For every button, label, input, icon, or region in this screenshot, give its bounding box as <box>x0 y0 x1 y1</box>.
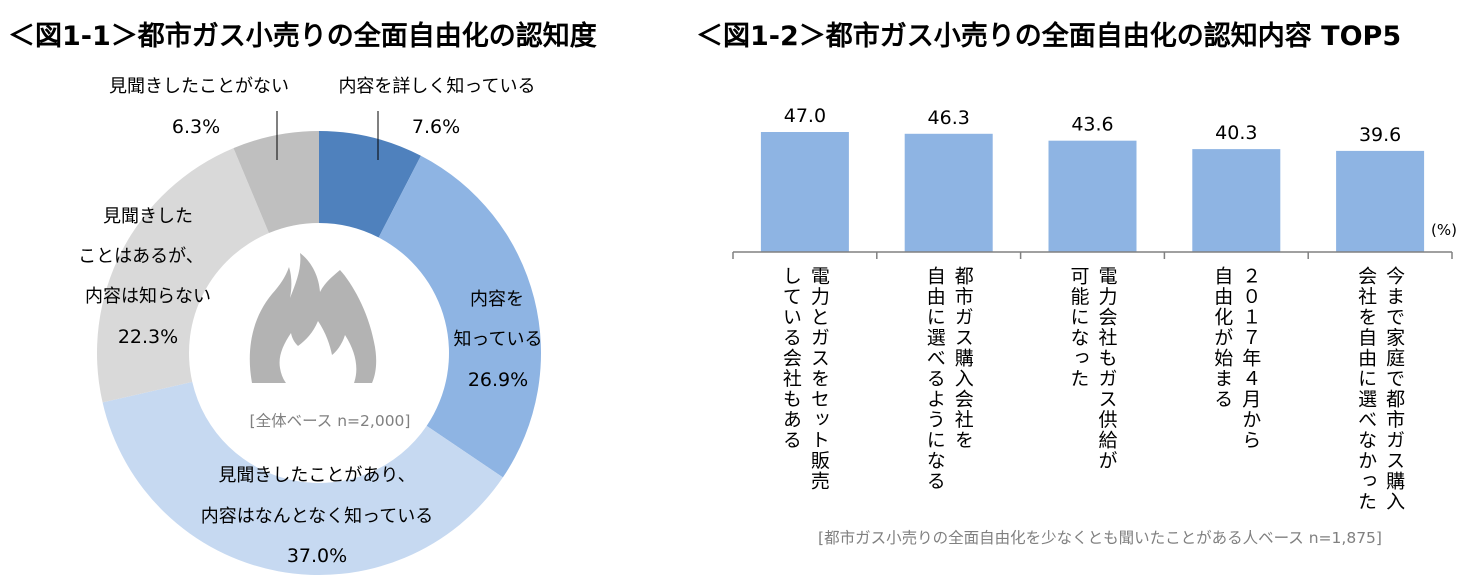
slice-label-never-line: 見聞きしたことがない <box>109 76 289 97</box>
bar-5 <box>1336 150 1425 252</box>
bar-base-note: [都市ガス小売りの全面自由化を少なくとも聞いたことがある人ベース n=1,875… <box>818 529 1382 547</box>
bar-chart: 47.0 46.3 43.6 40.3 39.6 <box>732 105 1453 259</box>
donut-slice-know <box>378 155 541 478</box>
slice-value-know: 26.9% <box>468 369 528 391</box>
slice-label-know-line: 知っている <box>453 329 542 350</box>
slice-label-heard-only-line: ことはあるが、 <box>78 246 204 267</box>
slice-label-heard-only-line: 見聞きした <box>103 206 193 227</box>
slice-value-heard-only: 22.3% <box>118 326 178 348</box>
slice-value-detailed: 7.6% <box>412 116 460 138</box>
figure1-title: ＜図1-1＞都市ガス小売りの全面自由化の認知度 <box>8 21 597 52</box>
flame-icon <box>249 253 377 383</box>
category-label: ２０１７年４月から 自由化が始まる <box>1211 266 1262 451</box>
bar-value-label: 43.6 <box>1071 114 1113 136</box>
slice-label-never: 見聞きしたことがない 6.3% <box>109 76 289 138</box>
slice-label-vaguely-line: 見聞きしたことがあり、 <box>218 465 415 486</box>
donut-base-note: [全体ベース n=2,000] <box>250 412 411 430</box>
slice-label-heard-only: 見聞きした ことはあるが、 内容は知らない 22.3% <box>78 206 211 348</box>
category-label: 電力とガスをセット販売 している会社もある <box>779 266 830 492</box>
donut-slice-heard-only <box>96 148 269 403</box>
donut-slice-vaguely <box>102 381 503 575</box>
slice-label-know-line: 内容を <box>470 289 524 310</box>
slice-value-vaguely: 37.0% <box>287 545 347 567</box>
slice-label-detailed: 内容を詳しく知っている 7.6% <box>338 76 535 138</box>
donut-slice-detailed <box>319 131 421 238</box>
donut-chart <box>96 131 541 575</box>
bar-value-label: 46.3 <box>928 107 970 129</box>
bar-value-label: 39.6 <box>1359 124 1401 146</box>
bar-3 <box>1048 140 1137 252</box>
slice-label-vaguely: 見聞きしたことがあり、 内容はなんとなく知っている 37.0% <box>201 465 434 567</box>
category-label: 電力会社もガス供給が 可能になった <box>1067 266 1118 471</box>
slice-label-vaguely-line: 内容はなんとなく知っている <box>201 506 434 527</box>
donut-slice-never <box>233 131 319 234</box>
bar-value-label: 40.3 <box>1215 122 1257 144</box>
bar-2 <box>904 133 993 252</box>
slice-value-never: 6.3% <box>172 116 220 138</box>
slice-label-heard-only-line: 内容は知らない <box>85 286 211 307</box>
slice-label-detailed-line: 内容を詳しく知っている <box>338 76 535 97</box>
category-label: 今まで家庭で都市ガス購入 会社を自由に選べなかった <box>1355 266 1406 512</box>
bar-1 <box>760 132 849 252</box>
bar-value-label: 47.0 <box>784 105 826 127</box>
bar-4 <box>1192 149 1281 252</box>
figure2-title: ＜図1-2＞都市ガス小売りの全面自由化の認知内容 TOP5 <box>696 21 1402 52</box>
category-label: 都市ガス購入会社を 自由に選べるようになる <box>923 266 974 492</box>
slice-label-know: 内容を 知っている 26.9% <box>453 289 542 391</box>
unit-label: (%) <box>1431 221 1457 239</box>
